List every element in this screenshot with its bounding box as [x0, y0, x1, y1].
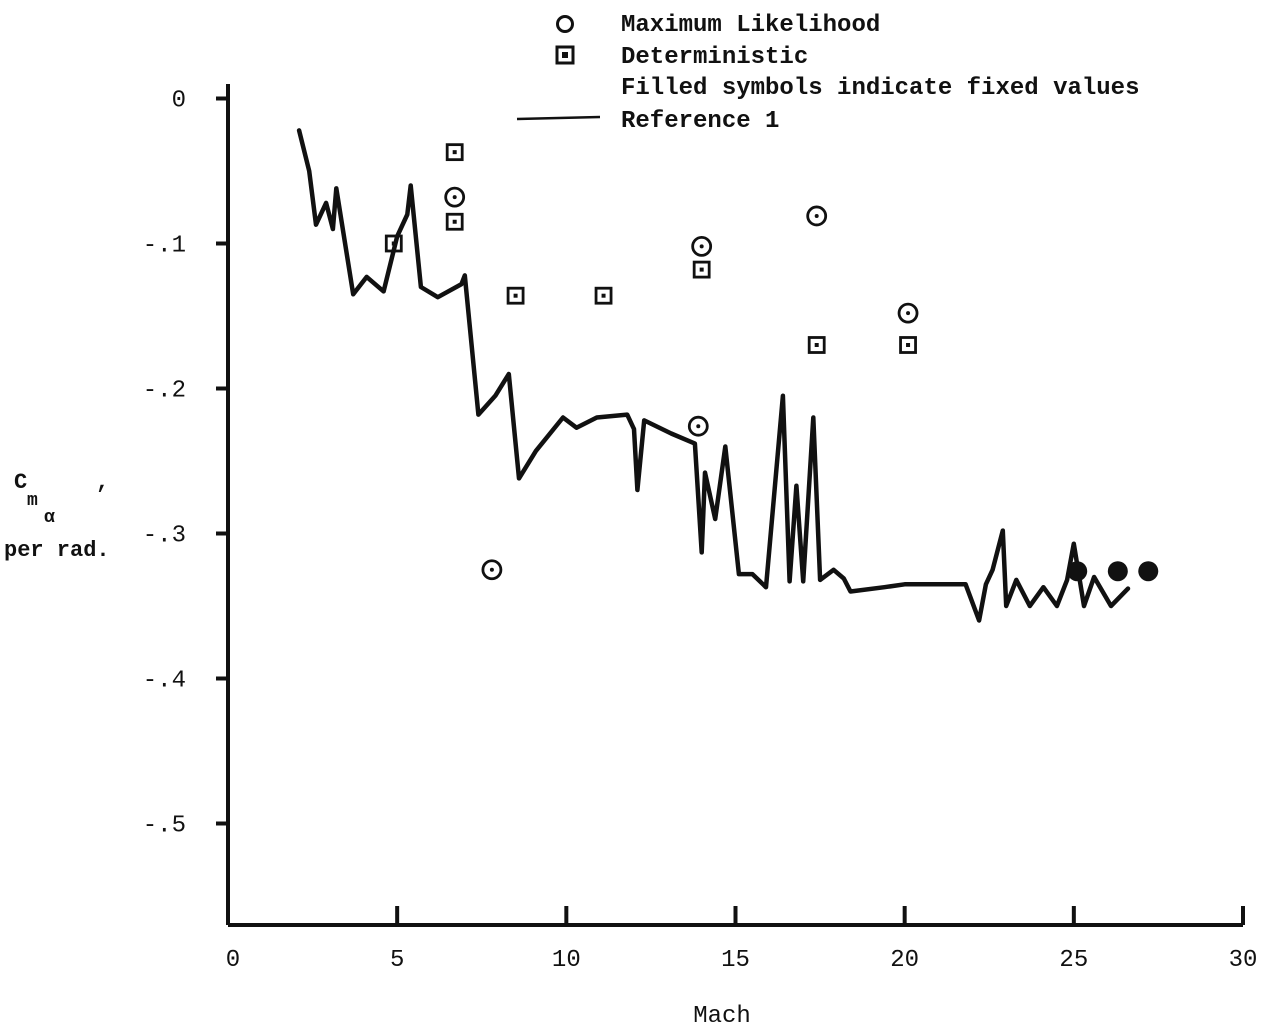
det-point [807, 336, 826, 354]
x-tick-label: 25 [1059, 947, 1088, 974]
ml-fixed-point [1067, 561, 1088, 582]
x-tick-label: 20 [890, 947, 919, 974]
x-tick-label: 30 [1229, 947, 1258, 974]
ml-point [691, 235, 713, 257]
y-label-units: per rad. [4, 538, 110, 563]
y-tick-label: 0 [172, 88, 186, 115]
tick-label-layer: 0 5 10 15 20 25 30 0 -.1 -.2 -.3 -.4 -.5 [143, 88, 1258, 975]
x-tick-label: 10 [552, 947, 581, 974]
legend-label-ml: Maximum Likelihood [621, 12, 880, 39]
axes [216, 84, 1245, 927]
y-label-subscript: m [27, 491, 38, 511]
y-tick-label: -.2 [143, 378, 186, 405]
reference-series [296, 128, 1131, 623]
x-axis-label: Mach [693, 1003, 751, 1026]
det-point-dot [391, 241, 396, 246]
ml-point [481, 559, 503, 581]
ml-point [897, 302, 919, 324]
x-tick-label: 5 [390, 947, 404, 974]
ml-point-dot [489, 567, 494, 572]
ml-point [687, 415, 709, 437]
x-tick-label: 15 [721, 947, 750, 974]
det-point-dot [513, 293, 518, 298]
y-label-sub-subscript: α [44, 508, 55, 528]
det-point [506, 286, 525, 305]
y-axis-label: C m α , per rad. [4, 470, 110, 563]
det-point-dot [601, 293, 606, 298]
ml-point-dot [699, 244, 704, 249]
y-label-comma: , [96, 470, 109, 495]
legend-label-det: Deterministic [621, 44, 808, 71]
ml-point-dot [814, 213, 819, 218]
det-point-dot [452, 150, 457, 155]
y-tick-label: -.4 [143, 668, 186, 695]
ml-point-dot [452, 195, 457, 200]
det-point [692, 260, 711, 279]
ml-fixed-point [1138, 561, 1159, 582]
ml-point [444, 186, 466, 208]
det-point-dot [906, 343, 911, 347]
legend-label-ref: Reference 1 [621, 108, 779, 135]
legend-square-marker [555, 45, 575, 65]
y-tick-label: -.1 [143, 233, 186, 260]
legend-line-sample [516, 115, 601, 121]
det-point-dot [452, 219, 457, 224]
det-point [445, 143, 464, 162]
det-point [899, 336, 917, 354]
legend-square-dot [562, 52, 568, 58]
legend: Maximum Likelihood Deterministic Filled … [516, 12, 1139, 135]
y-tick-label: -.3 [143, 523, 186, 550]
y-tick-label: -.5 [143, 813, 186, 840]
legend-circle-marker [556, 15, 574, 33]
ml-point-dot [696, 424, 701, 429]
det-point [445, 212, 464, 231]
det-point [384, 234, 403, 253]
y-label-symbol: C [14, 470, 27, 495]
reference-1-line [296, 128, 1131, 623]
det-point-dot [699, 267, 704, 272]
ml-point-dot [906, 311, 911, 316]
x-tick-label: 0 [226, 947, 240, 974]
det-point [594, 286, 613, 305]
marker-layer [384, 143, 1159, 582]
legend-note: Filled symbols indicate fixed values [621, 75, 1139, 102]
det-point-dot [814, 343, 819, 347]
ml-fixed-point [1107, 561, 1128, 582]
ml-point [806, 205, 828, 227]
